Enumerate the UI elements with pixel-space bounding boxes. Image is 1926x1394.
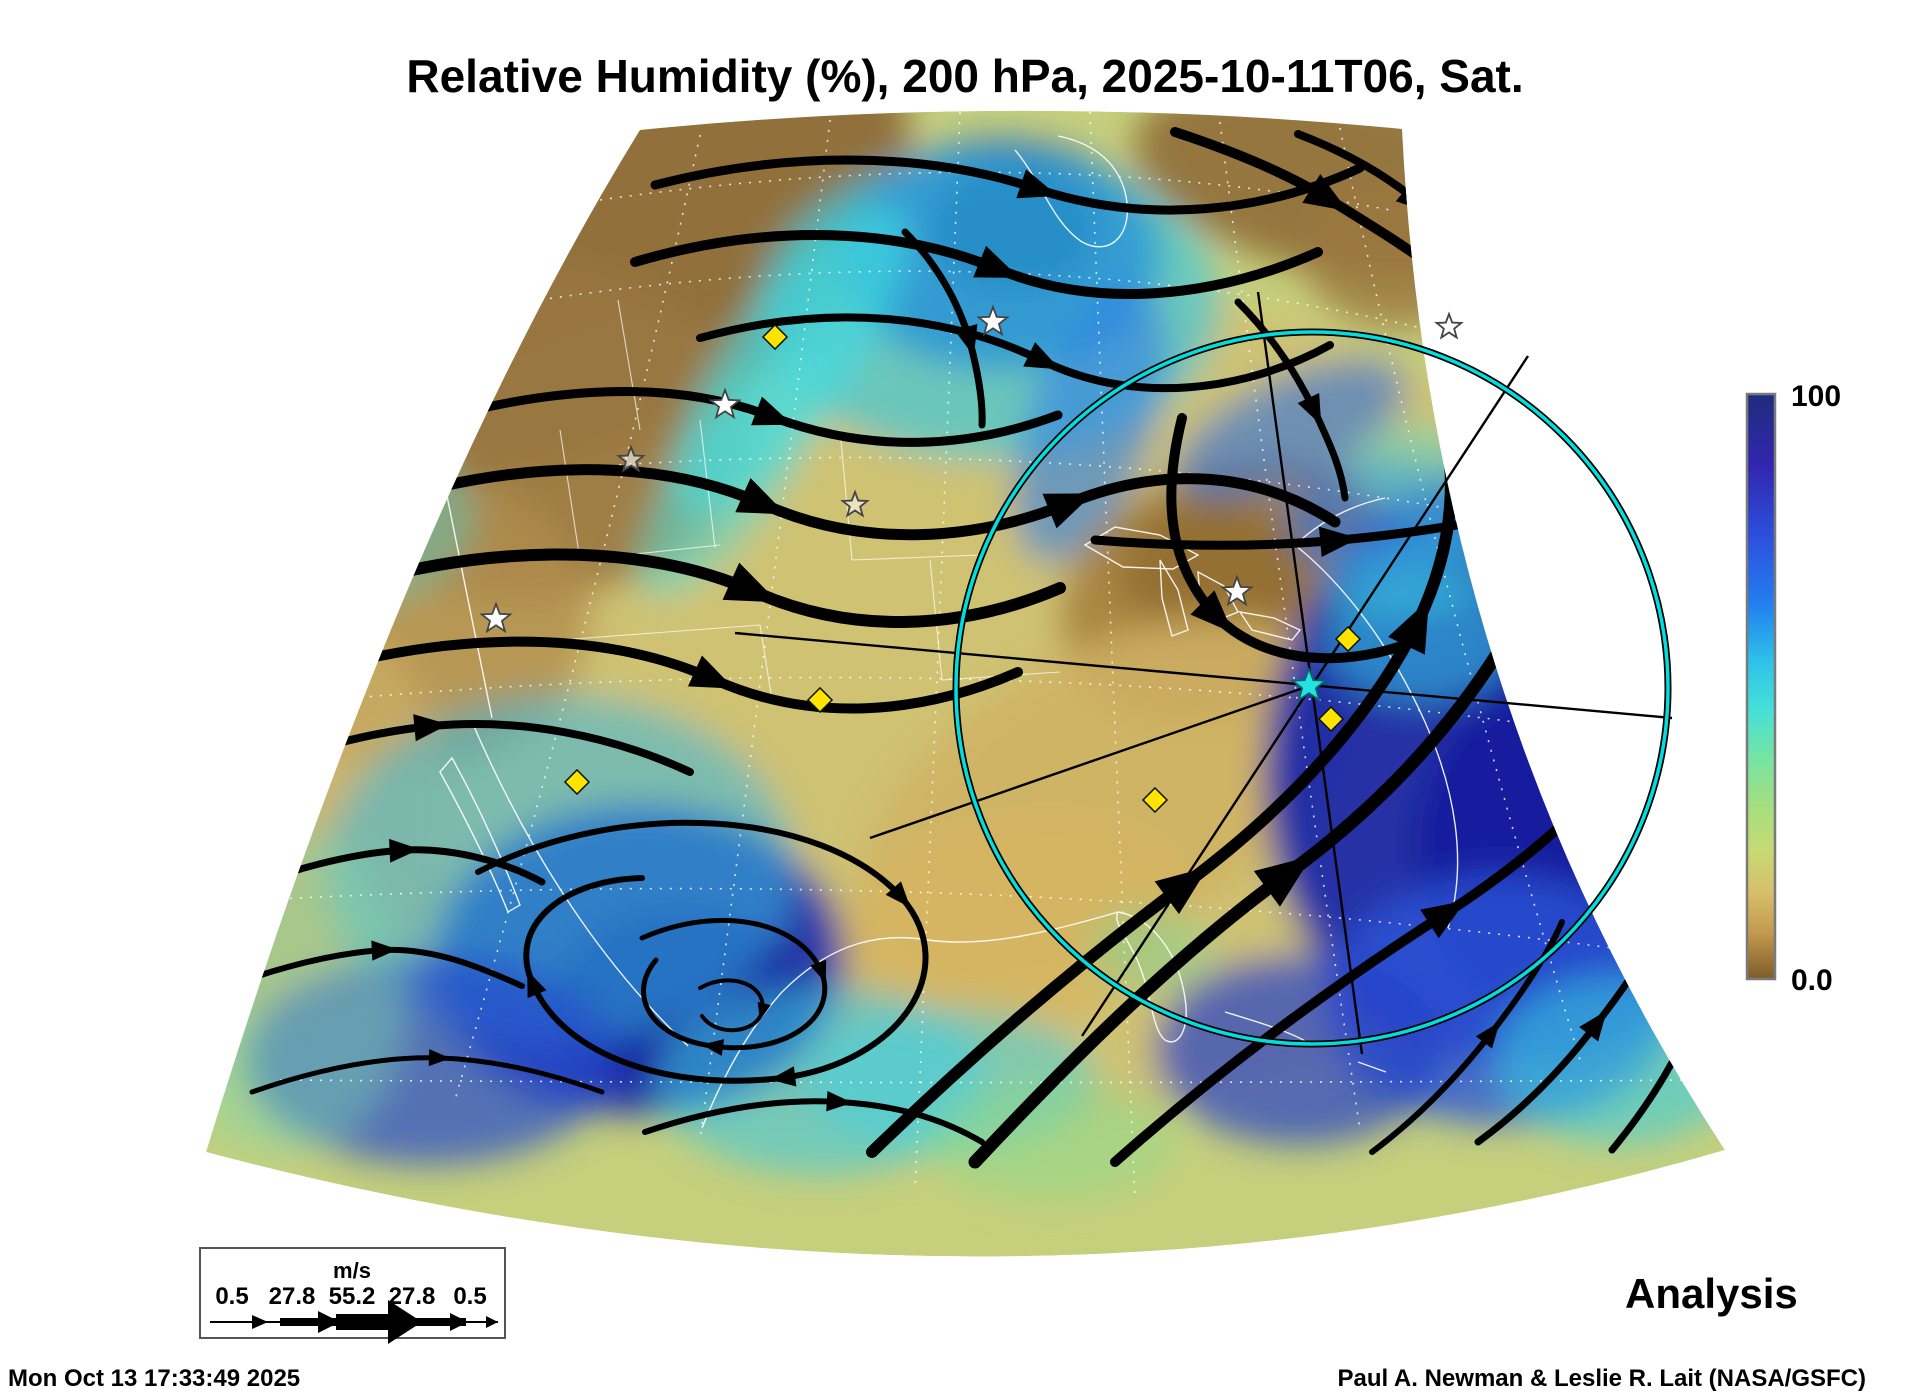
diamond-marker [806,686,834,714]
range-ring [954,330,1670,1046]
wind-legend-value: 27.8 [269,1283,316,1310]
wind-legend-units: m/s [333,1258,371,1283]
colorbar-max-label: 100 [1791,380,1841,413]
diamond-marker [1334,625,1362,653]
humidity-field-map [206,110,1725,1257]
analysis-label: Analysis [1625,1270,1798,1317]
radial-line [734,631,1673,720]
credit-text: Paul A. Newman & Leslie R. Lait (NASA/GS… [1337,1365,1866,1392]
colorbar-min-label: 0.0 [1791,964,1833,997]
diamond-marker [761,323,789,351]
wind-scale-arrow [210,1300,498,1344]
wind-legend-value: 0.5 [215,1283,248,1310]
radial-line [869,684,1310,840]
wind-speed-legend: m/s 0.5 27.8 55.2 27.8 0.5 [199,1247,506,1344]
colorbar: 100 0.0 [1745,380,1841,997]
wind-legend-value: 55.2 [329,1283,376,1310]
diamond-marker [563,768,591,796]
outline-star-marker [1437,314,1462,338]
render-timestamp: Mon Oct 13 17:33:49 2025 [8,1365,300,1392]
page-title: Relative Humidity (%), 200 hPa, 2025-10-… [406,50,1523,102]
diamond-marker [1141,786,1169,814]
station-diamond-markers [563,323,1362,814]
diamond-marker [1317,705,1345,733]
wind-legend-value: 0.5 [453,1283,486,1310]
colorbar-gradient [1745,392,1777,981]
